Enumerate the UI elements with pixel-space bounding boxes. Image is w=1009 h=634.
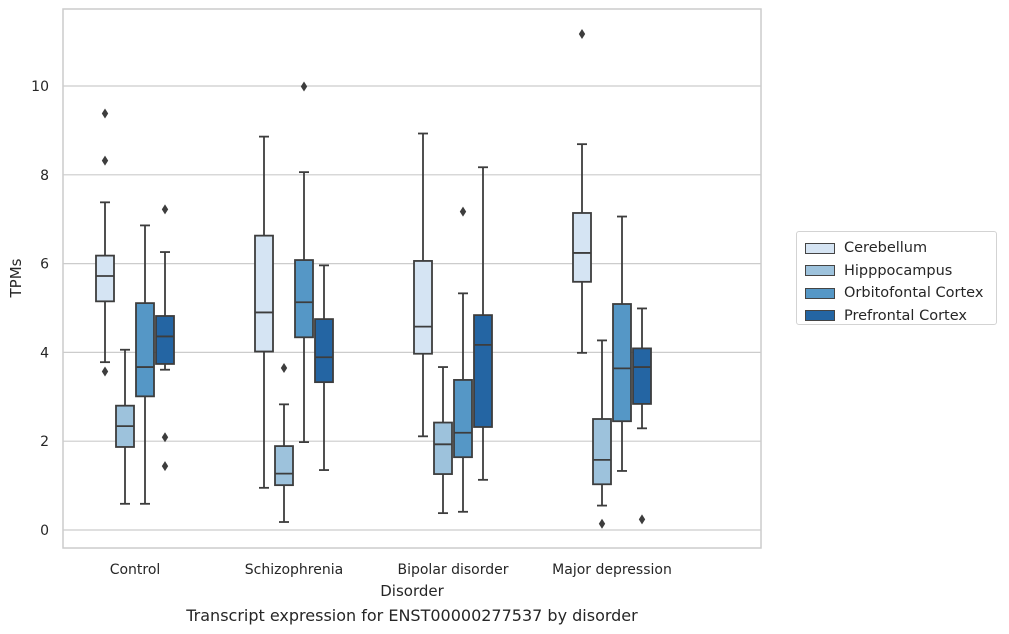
outlier-point [101,366,109,377]
box-body [294,259,314,339]
outlier-point [578,29,586,40]
y-axis-label: TPMs [7,258,25,298]
box-hipppocampus-schizophrenia [274,362,294,523]
box-body [155,315,175,365]
legend-swatch-orbitofrontal-cortex [805,287,835,299]
x-tick-label: Control [110,562,161,578]
outlier-point [161,204,169,215]
y-tick-label: 2 [40,434,49,450]
box-body [473,314,493,428]
outlier-point [598,518,606,529]
box-body [254,234,274,353]
box-cerebellum-major-depression [572,29,592,354]
legend-swatch-cerebellum [805,242,835,254]
legend-item-prefrontal-cortex: Prefrontal Cortex [805,305,996,328]
y-tick-labels: 0 2 4 6 8 10 [31,79,49,539]
legend-swatch-hippocampus [805,265,835,277]
box-body [632,347,652,405]
box-orbitofontal-cortex-schizophrenia [294,81,314,443]
y-tick-label: 4 [40,345,49,361]
y-tick-label: 6 [40,257,49,273]
box-body [572,212,592,283]
box-body [413,260,433,355]
box-series-layer [95,29,652,529]
outlier-point [101,108,109,119]
legend-label-cerebellum: Cerebellum [844,240,928,257]
box-body [95,254,115,303]
box-body [453,379,473,459]
box-prefrontal-cortex-major-depression [632,307,652,525]
outlier-point [459,206,467,217]
box-cerebellum-schizophrenia [254,135,274,489]
box-hipppocampus-bipolar-disorder [433,366,453,515]
outlier-point [101,155,109,166]
box-body [612,303,632,423]
x-tick-label: Major depression [552,562,672,578]
legend-item-cerebellum: Cerebellum [805,237,996,260]
box-cerebellum-bipolar-disorder [413,132,433,438]
legend-swatch-prefrontal-cortex [805,310,835,322]
outlier-point [161,461,169,472]
box-prefrontal-cortex-bipolar-disorder [473,166,493,481]
box-body [135,302,155,398]
box-cerebellum-control [95,108,115,377]
legend-label-orbitofrontal-cortex: Orbitofontal Cortex [844,285,984,302]
box-orbitofontal-cortex-major-depression [612,215,632,472]
x-tick-label: Bipolar disorder [397,562,508,578]
legend-item-hippocampus: Hipppocampus [805,260,996,283]
y-tick-label: 10 [31,79,49,95]
legend-label-hippocampus: Hipppocampus [844,262,953,279]
outlier-point [638,514,646,525]
legend-label-prefrontal-cortex: Prefrontal Cortex [844,307,967,324]
x-tick-labels: Control Schizophrenia Bipolar disorder Majo… [110,562,672,578]
x-tick-label: Schizophrenia [245,562,343,578]
chart-title: Transcript expression for ENST0000027753… [186,606,638,625]
legend-item-orbitofrontal-cortex: Orbitofontal Cortex [805,282,996,305]
box-orbitofontal-cortex-bipolar-disorder [453,206,473,513]
box-body [274,445,294,487]
outlier-point [300,81,308,92]
outlier-point [280,362,288,373]
box-hipppocampus-major-depression [592,339,612,529]
y-tick-label: 8 [40,168,49,184]
outlier-point [161,432,169,443]
plot-frame [62,8,762,549]
x-axis-label: Disorder [380,582,444,600]
box-body [592,418,612,486]
box-body [433,421,453,475]
box-prefrontal-cortex-schizophrenia [314,264,334,471]
box-body [314,318,334,384]
grid-lines [63,85,761,531]
box-hipppocampus-control [115,348,135,505]
box-prefrontal-cortex-control [155,204,175,472]
y-tick-label: 0 [40,523,49,539]
box-orbitofontal-cortex-control [135,224,155,505]
chart-legend: Cerebellum Hipppocampus Orbitofontal Cor… [796,231,997,325]
